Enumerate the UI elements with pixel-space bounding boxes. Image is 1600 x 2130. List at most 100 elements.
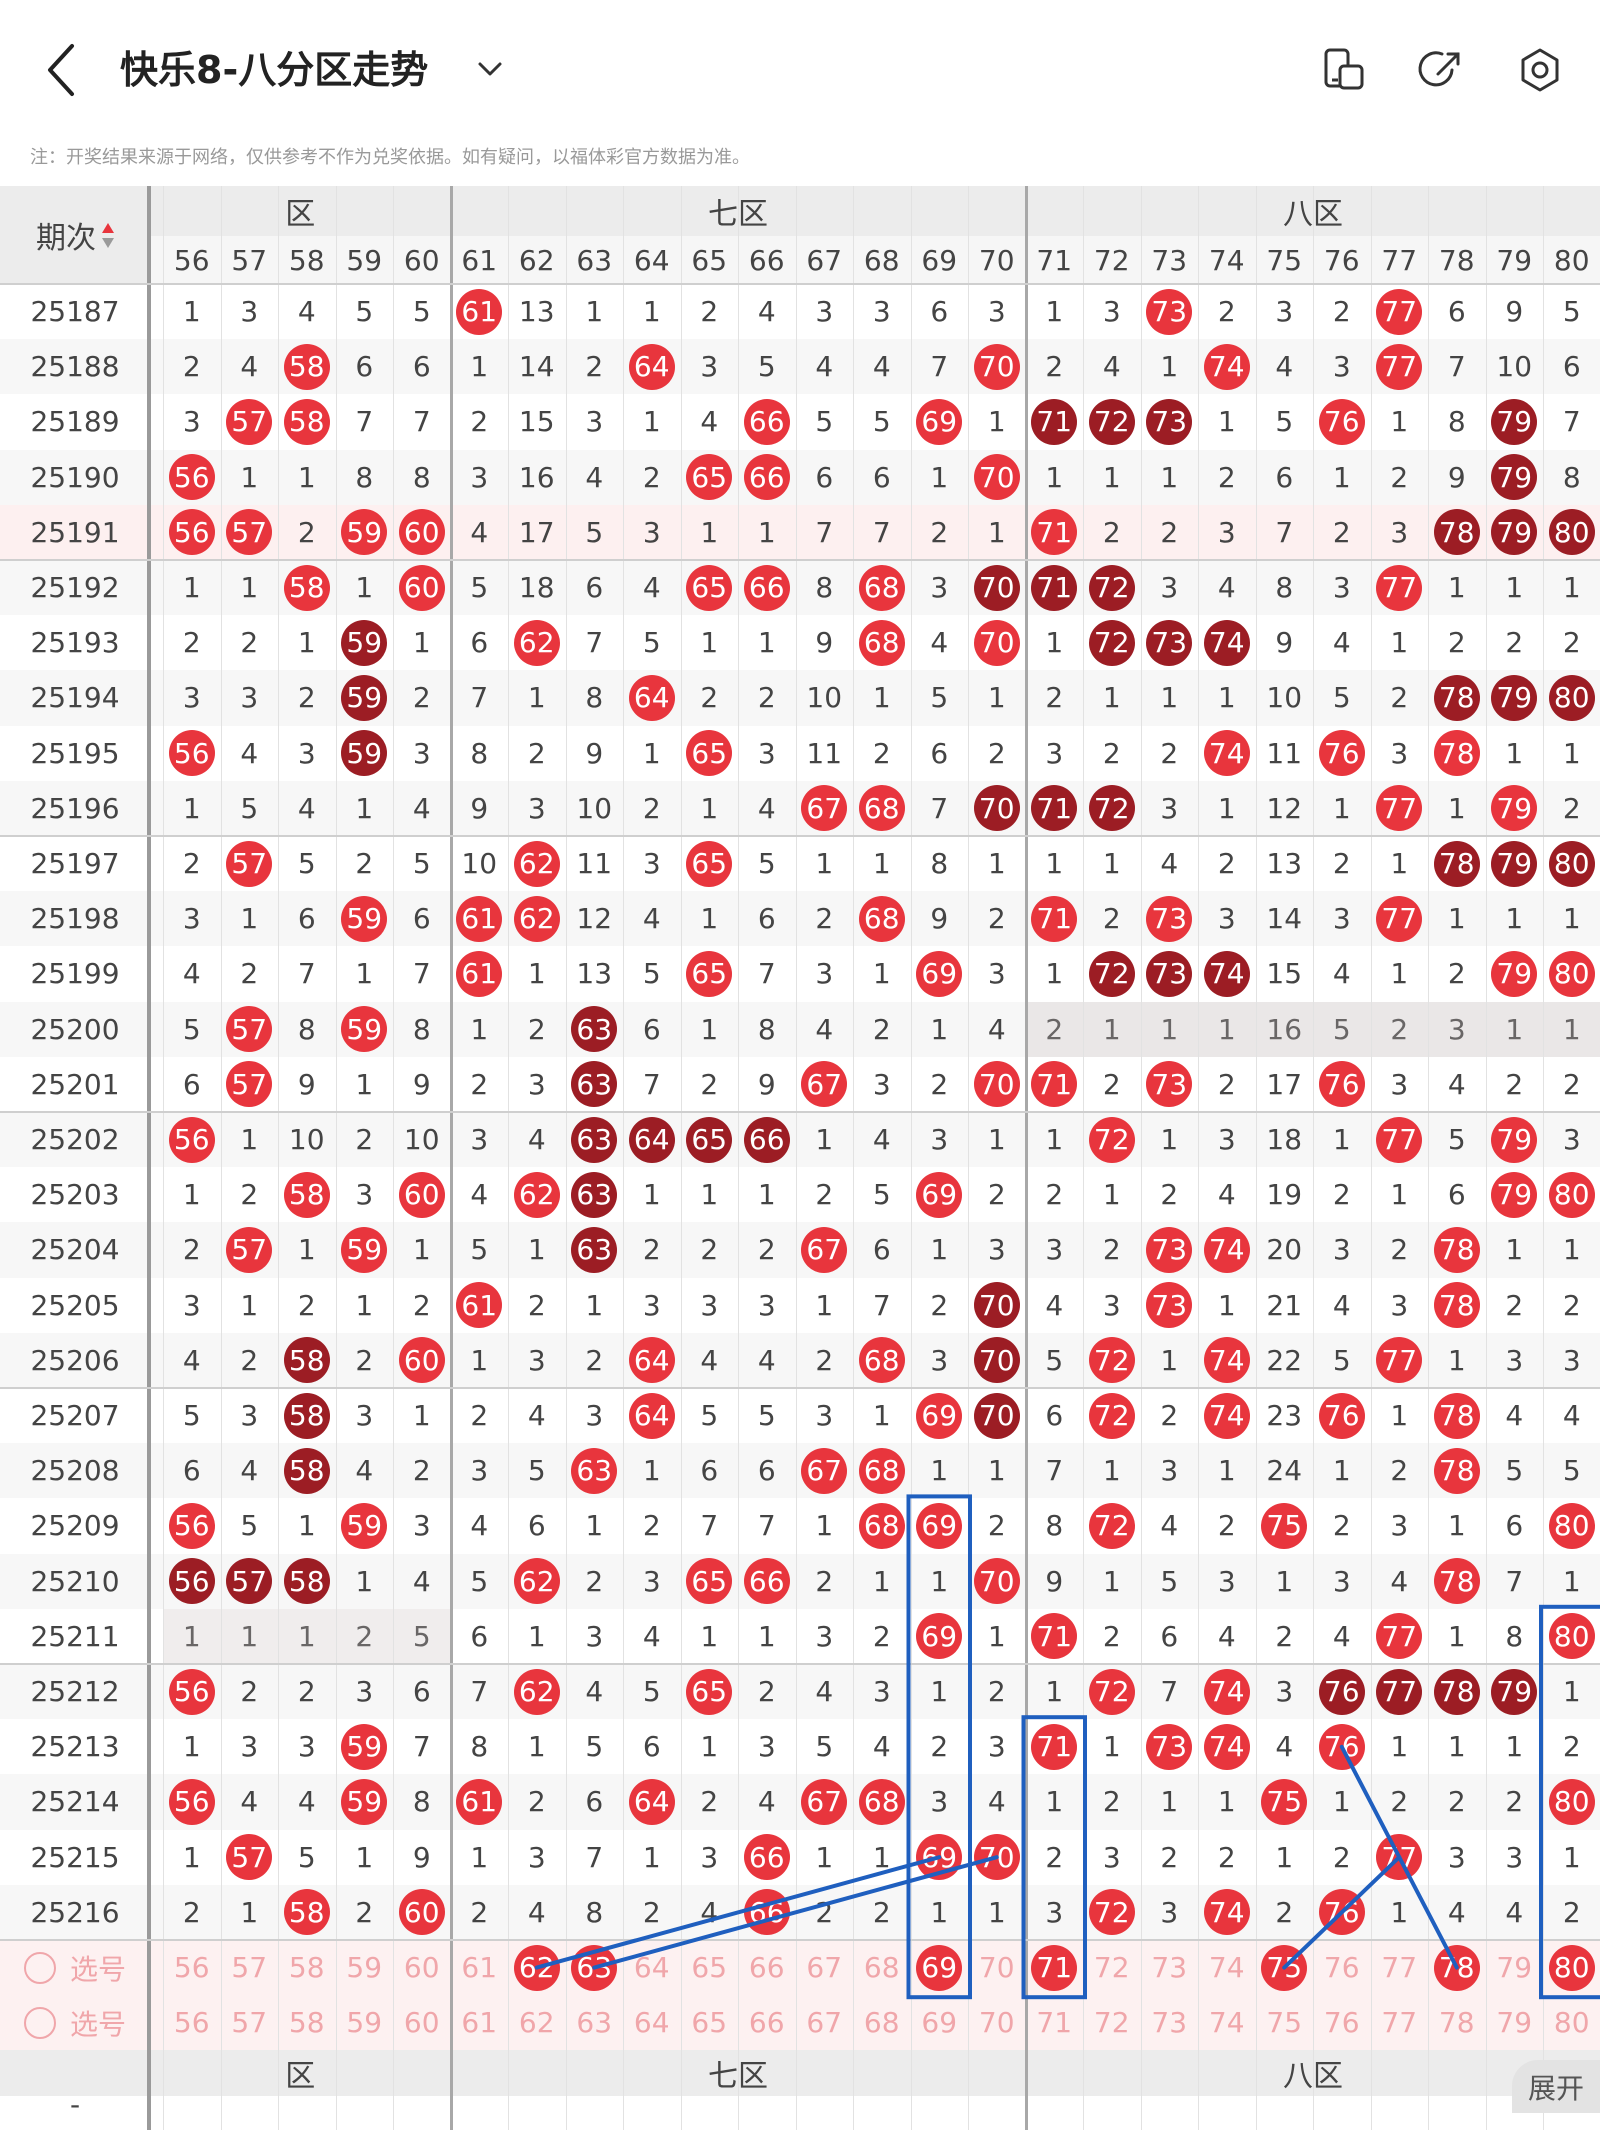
select-cell-60[interactable]: 60 [393,1940,451,1995]
select-radio[interactable] [24,1952,56,1984]
select-cell-70[interactable]: 70 [968,1940,1026,1995]
select-cell-74[interactable]: 74 [1198,1940,1256,1995]
table-cell: 2 [1313,1830,1371,1885]
select-cell-67[interactable]: 67 [796,1940,854,1995]
layout-toggle-icon[interactable] [1318,44,1370,96]
expand-button[interactable]: 展开 [1512,2060,1600,2113]
select-cell-68[interactable]: 68 [853,1995,911,2050]
select-cell-80[interactable]: 80 [1543,1940,1600,1995]
chevron-down-icon[interactable] [472,52,508,88]
select-cell-72[interactable]: 72 [1083,1940,1141,1995]
selected-number-ball[interactable]: 75 [1261,1945,1307,1991]
drawn-number-ball: 74 [1204,951,1250,997]
select-cell-57[interactable]: 57 [221,1995,279,2050]
sort-icon[interactable] [102,222,114,248]
table-cell: 6 [853,450,911,505]
select-cell-62[interactable]: 62 [508,1940,566,1995]
select-cell-76[interactable]: 76 [1313,1940,1371,1995]
table-cell: 1 [1198,670,1256,725]
select-cell-69[interactable]: 69 [911,1995,969,2050]
select-cell-71[interactable]: 71 [1026,1940,1084,1995]
table-cell: 2 [796,1167,854,1222]
select-cell-77[interactable]: 77 [1371,1995,1429,2050]
share-icon[interactable] [1416,44,1468,96]
table-cell: 2 [508,1774,566,1829]
table-cell: 74 [1198,339,1256,394]
select-cell-67[interactable]: 67 [796,1995,854,2050]
select-cell-56[interactable]: 56 [163,1940,221,1995]
table-cell: 1 [911,1554,969,1609]
select-cell-58[interactable]: 58 [278,1940,336,1995]
select-cell-76[interactable]: 76 [1313,1995,1371,2050]
column-gridline [278,186,279,2130]
select-cell-72[interactable]: 72 [1083,1995,1141,2050]
select-cell-77[interactable]: 77 [1371,1940,1429,1995]
select-cell-69[interactable]: 69 [911,1940,969,1995]
select-cell-79[interactable]: 79 [1486,1940,1544,1995]
selected-number-ball[interactable]: 69 [916,1945,962,1991]
selected-number-ball[interactable]: 71 [1031,1945,1077,1991]
table-cell: 1 [1486,1719,1544,1774]
select-cell-74[interactable]: 74 [1198,1995,1256,2050]
column-gridline [566,186,567,2130]
select-cell-64[interactable]: 64 [623,1940,681,1995]
select-cell-66[interactable]: 66 [738,1940,796,1995]
drawn-number-ball: 75 [1261,1779,1307,1825]
selected-number-ball[interactable]: 62 [514,1945,560,1991]
select-radio[interactable] [24,2007,56,2039]
drawn-number-ball: 57 [226,841,272,887]
selected-number-ball[interactable]: 80 [1549,1945,1595,1991]
table-cell: 10 [451,836,509,891]
page-title[interactable]: 快乐8-八分区走势 [120,44,428,96]
select-cell-63[interactable]: 63 [566,1995,624,2050]
select-cell-61[interactable]: 61 [451,1995,509,2050]
table-cell: 1 [681,781,739,836]
select-cell-73[interactable]: 73 [1141,1995,1199,2050]
select-cell-64[interactable]: 64 [623,1995,681,2050]
select-row-label[interactable]: 选号 [0,1940,150,1995]
select-cell-78[interactable]: 78 [1428,1995,1486,2050]
period-cell: 25196 [0,781,150,836]
select-cell-57[interactable]: 57 [221,1940,279,1995]
table-cell: 4 [393,1554,451,1609]
select-cell-71[interactable]: 71 [1026,1995,1084,2050]
table-cell: 1 [796,836,854,891]
select-cell-58[interactable]: 58 [278,1995,336,2050]
select-cell-68[interactable]: 68 [853,1940,911,1995]
select-cell-63[interactable]: 63 [566,1940,624,1995]
back-arrow-icon[interactable] [40,40,84,100]
selected-number-ball[interactable]: 78 [1434,1945,1480,1991]
select-row-label[interactable]: 选号 [0,1995,150,2050]
settings-icon[interactable] [1514,44,1566,96]
table-cell: 3 [1543,1333,1600,1388]
select-cell-62[interactable]: 62 [508,1995,566,2050]
select-cell-73[interactable]: 73 [1141,1940,1199,1995]
table-cell: 68 [853,1498,911,1553]
select-cell-59[interactable]: 59 [336,1940,394,1995]
select-cell-66[interactable]: 66 [738,1995,796,2050]
select-cell-65[interactable]: 65 [681,1995,739,2050]
select-cell-56[interactable]: 56 [163,1995,221,2050]
table-cell: 18 [1256,1112,1314,1167]
select-cell-65[interactable]: 65 [681,1940,739,1995]
select-cell-59[interactable]: 59 [336,1995,394,2050]
table-cell: 1 [451,1333,509,1388]
table-cell: 74 [1198,615,1256,670]
select-cell-61[interactable]: 61 [451,1940,509,1995]
table-cell: 4 [278,284,336,339]
drawn-number-ball: 73 [1146,1227,1192,1273]
select-cell-60[interactable]: 60 [393,1995,451,2050]
select-cell-80[interactable]: 80 [1543,1995,1600,2050]
selected-number-ball[interactable]: 63 [571,1945,617,1991]
table-cell: 2 [566,339,624,394]
select-cell-70[interactable]: 70 [968,1995,1026,2050]
select-cell-75[interactable]: 75 [1256,1995,1314,2050]
period-header[interactable]: 期次 [0,186,150,284]
table-cell: 7 [1141,1664,1199,1719]
table-cell: 4 [1313,946,1371,1001]
select-cell-79[interactable]: 79 [1486,1995,1544,2050]
select-cell-75[interactable]: 75 [1256,1940,1314,1995]
drawn-number-ball: 80 [1549,1779,1595,1825]
select-cell-78[interactable]: 78 [1428,1940,1486,1995]
table-cell: 8 [1256,560,1314,615]
